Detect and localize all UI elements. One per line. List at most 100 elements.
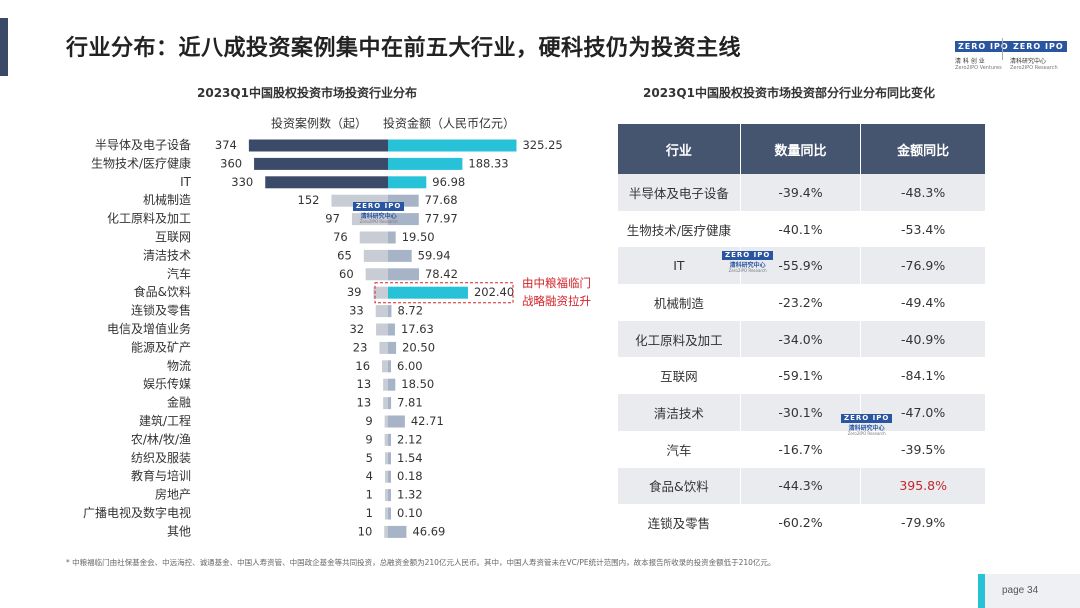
- right-chart-title: 2023Q1中国股权投资市场投资部分行业分布同比变化: [643, 86, 935, 100]
- zero2ipo-research-logo: ZERO IPO 清科研究中心 Zero2IPO Research: [1010, 36, 1067, 71]
- count-bar: [363, 249, 388, 262]
- amount-bar: [388, 433, 391, 446]
- count-value-label: 13: [357, 377, 372, 391]
- amount-value-label: 2.12: [397, 432, 423, 446]
- count-value-label: 13: [357, 396, 372, 410]
- count-bar: [384, 433, 388, 446]
- count-bar: [359, 231, 388, 244]
- count-bar: [365, 268, 388, 281]
- table-cell: -59.1%: [740, 357, 862, 395]
- amount-value-label: 19.50: [402, 230, 435, 244]
- table-row: 化工原料及加工 -34.0% -40.9%: [618, 320, 985, 358]
- table-cell: -49.4%: [860, 284, 985, 321]
- amount-value-label: 78.42: [425, 267, 458, 281]
- count-bar: [248, 139, 388, 152]
- count-bar: [385, 489, 388, 502]
- table-row: 汽车 -16.7% -39.5%: [618, 430, 985, 468]
- count-series-label: 投资案例数（起）: [271, 116, 367, 131]
- count-value-label: 5: [366, 451, 373, 465]
- table-cell: -60.2%: [740, 504, 862, 541]
- count-bar: [385, 470, 388, 483]
- table-row: 互联网 -59.1% -84.1%: [618, 357, 985, 395]
- table-cell: IT: [618, 247, 741, 285]
- table-cell: -53.4%: [860, 210, 985, 248]
- count-value-label: 60: [339, 267, 354, 281]
- category-label: 物流: [167, 359, 191, 373]
- amount-bar: [388, 452, 391, 465]
- category-label: 农/林/牧/渔: [131, 432, 191, 446]
- table-cell: -44.3%: [740, 467, 862, 505]
- table-row: 食品&饮料 -44.3% 395.8%: [618, 467, 985, 505]
- category-label: 机械制造: [143, 192, 191, 207]
- table-cell: -55.9%: [740, 247, 862, 285]
- count-bar: [373, 286, 388, 299]
- table-cell: -34.0%: [740, 320, 862, 358]
- amount-value-label: 0.18: [397, 469, 423, 483]
- count-value-label: 9: [365, 414, 372, 428]
- count-bar: [376, 323, 388, 336]
- amount-bar: [388, 213, 419, 226]
- count-bar: [265, 176, 388, 189]
- category-label: 建筑/工程: [139, 413, 191, 428]
- amount-value-label: 202.40: [474, 285, 514, 299]
- watermark-logo: ZERO IPO 清科研究中心 Zero2IPO Research: [722, 245, 774, 273]
- amount-bar: [388, 341, 397, 354]
- table-cell: -48.3%: [860, 174, 985, 211]
- amount-value-label: 188.33: [468, 156, 508, 170]
- amount-value-label: 0.10: [397, 506, 423, 520]
- count-value-label: 97: [325, 212, 340, 226]
- table-cell: 互联网: [618, 357, 741, 395]
- table-cell: -40.9%: [860, 320, 985, 358]
- amount-value-label: 7.81: [397, 396, 423, 410]
- count-bar: [254, 157, 388, 170]
- zero2ipo-ventures-logo: ZERO IPO 清 科 创 业 Zero2IPO Ventures: [955, 36, 1012, 71]
- count-value-label: 33: [349, 304, 364, 318]
- table-row: 生物技术/医疗健康 -40.1% -53.4%: [618, 210, 985, 248]
- page-number-block: [978, 574, 1080, 608]
- amount-bar: [388, 286, 468, 299]
- amount-value-label: 59.94: [418, 248, 451, 262]
- footnote: * 中粮福临门由社保基金会、中远海控、诚通基金、中国人寿资管、中国政企基金等共同…: [66, 558, 776, 567]
- left-chart-title: 2023Q1中国股权投资市场投资行业分布: [197, 86, 417, 100]
- amount-bar: [388, 268, 419, 281]
- count-value-label: 39: [347, 285, 362, 299]
- count-value-label: 360: [220, 156, 242, 170]
- table-cell: 汽车: [618, 430, 741, 468]
- amount-bar: [388, 157, 463, 170]
- amount-bar: [388, 470, 391, 483]
- count-value-label: 10: [358, 524, 373, 538]
- count-bar: [383, 378, 388, 391]
- table-cell: -16.7%: [740, 430, 862, 468]
- table-row: 连锁及零售 -60.2% -79.9%: [618, 504, 985, 541]
- amount-value-label: 8.72: [397, 304, 423, 318]
- count-value-label: 9: [365, 432, 372, 446]
- annotation-text: 由中粮福临门: [522, 276, 591, 290]
- count-bar: [385, 452, 388, 465]
- amount-bar: [388, 249, 412, 262]
- table-cell: -40.1%: [740, 210, 862, 248]
- count-value-label: 23: [353, 340, 368, 354]
- amount-value-label: 1.32: [397, 488, 423, 502]
- table-cell: 半导体及电子设备: [618, 174, 741, 211]
- table-cell: 连锁及零售: [618, 504, 741, 541]
- category-label: 清洁技术: [143, 248, 191, 262]
- amount-value-label: 77.68: [425, 193, 458, 207]
- amount-value-label: 20.50: [402, 340, 435, 354]
- amount-bar: [388, 489, 391, 502]
- table-cell: -23.2%: [740, 284, 862, 321]
- category-label: 娱乐传媒: [143, 376, 191, 391]
- count-value-label: 4: [366, 469, 373, 483]
- watermark-logo: ZERO IPO 清科研究中心 Zero2IPO Research: [353, 196, 405, 224]
- table-cell: 机械制造: [618, 284, 741, 321]
- count-value-label: 65: [337, 248, 352, 262]
- table-cell: 395.8%: [860, 467, 985, 505]
- category-label: 互联网: [155, 230, 191, 244]
- watermark-logo: ZERO IPO 清科研究中心 Zero2IPO Research: [841, 408, 893, 436]
- amount-bar: [388, 139, 517, 152]
- table-column-header: 金额同比: [860, 124, 985, 174]
- table-row: 清洁技术 -30.1% -47.0%: [618, 394, 985, 431]
- amount-bar: [388, 360, 391, 373]
- annotation-text: 战略融资拉升: [522, 294, 591, 308]
- category-label: IT: [180, 175, 192, 189]
- count-value-label: 16: [355, 359, 370, 373]
